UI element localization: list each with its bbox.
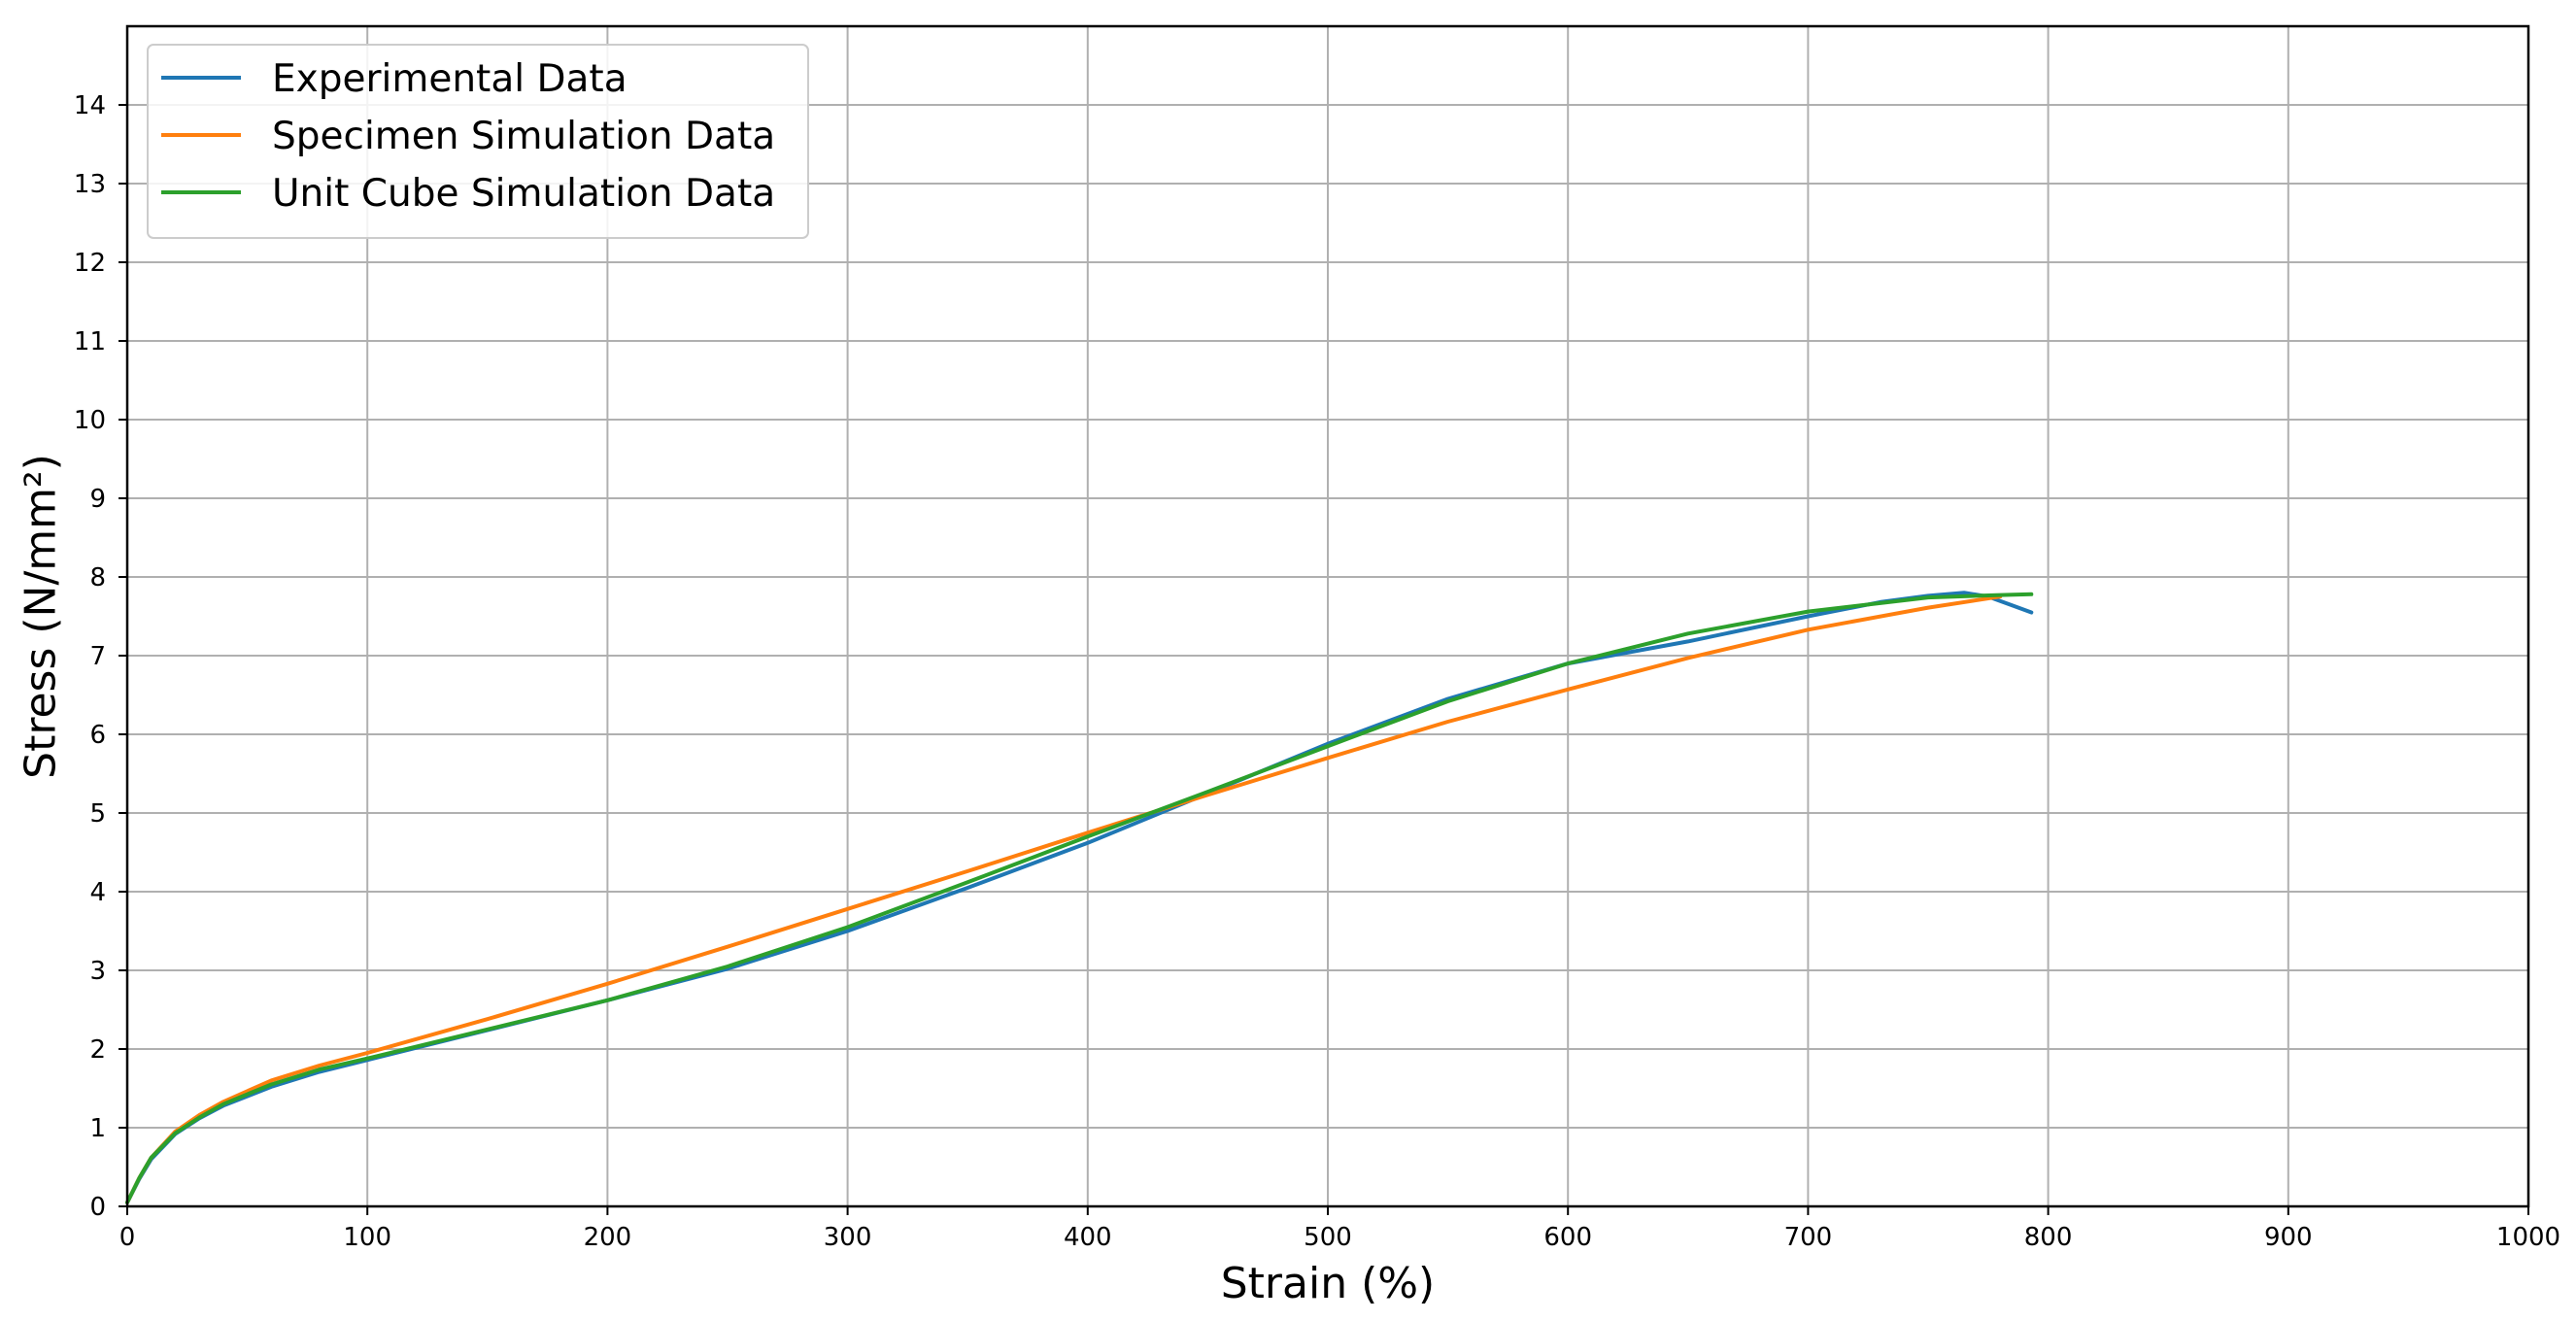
y-tick-label: 10 (74, 406, 106, 435)
y-tick-label: 1 (89, 1114, 106, 1143)
series-layer (125, 591, 2034, 1204)
y-tick-label: 9 (89, 485, 106, 514)
legend-label-2: Specimen Simulation Data (272, 115, 775, 158)
y-tick-label: 8 (89, 563, 106, 593)
legend: Experimental Data Specimen Simulation Dat… (147, 44, 809, 239)
x-tick-label: 400 (1064, 1223, 1112, 1252)
y-tick-label: 11 (74, 327, 106, 356)
x-tick-label: 1000 (2496, 1223, 2560, 1252)
x-tick-label: 600 (1543, 1223, 1592, 1252)
legend-label-1: Experimental Data (272, 57, 627, 101)
x-tick-label: 500 (1304, 1223, 1352, 1252)
y-tick-label: 3 (89, 957, 106, 986)
legend-label-3: Unit Cube Simulation Data (272, 172, 775, 216)
x-tick-label: 900 (2264, 1223, 2313, 1252)
x-tick-label: 100 (343, 1223, 391, 1252)
y-tick-label: 2 (89, 1035, 106, 1065)
x-tick-label: 300 (824, 1223, 872, 1252)
x-axis-label: Strain (%) (1221, 1259, 1435, 1308)
y-tick-label: 4 (89, 878, 106, 907)
y-tick-label: 7 (89, 642, 106, 671)
y-tick-label: 6 (89, 721, 106, 750)
series-line-3 (125, 592, 2034, 1204)
axis-ticks: 0 100 200 300 400 500 600 700 800 900 100001234567… (74, 91, 2560, 1252)
y-axis-label: Stress (N/mm²) (17, 454, 66, 779)
y-tick-label: 13 (74, 170, 106, 199)
x-tick-label: 800 (2024, 1223, 2073, 1252)
y-tick-label: 14 (74, 91, 106, 120)
y-tick-label: 5 (89, 799, 106, 829)
legend-box (147, 44, 809, 239)
y-tick-label: 0 (89, 1193, 106, 1222)
x-tick-label: 0 (119, 1223, 136, 1252)
x-tick-label: 700 (1784, 1223, 1833, 1252)
y-tick-label: 12 (74, 249, 106, 278)
x-tick-label: 200 (584, 1223, 632, 1252)
